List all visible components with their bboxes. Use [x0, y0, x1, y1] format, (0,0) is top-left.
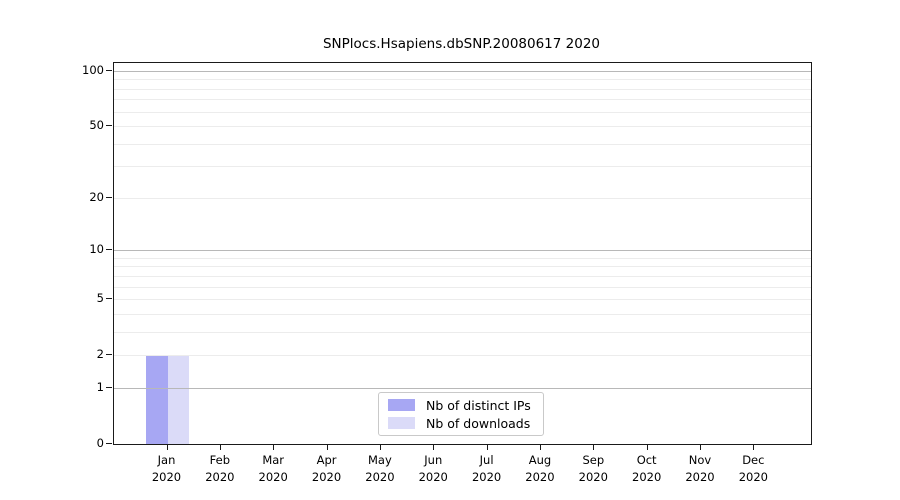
gridline-minor: [114, 275, 811, 277]
x-tick: [646, 444, 648, 450]
gridline-major: [114, 250, 811, 252]
gridline-major: [114, 71, 811, 72]
x-tick-label-may: May 2020: [365, 453, 395, 484]
gridline-minor: [114, 166, 811, 168]
x-tick: [700, 444, 701, 450]
x-tick-label-jan: Jan 2020: [151, 453, 182, 484]
x-tick: [486, 444, 488, 450]
gridlines-layer: [114, 63, 811, 444]
x-tick-label-jun: Jun 2020: [418, 453, 448, 484]
y-tick: [106, 125, 112, 127]
y-tick-label: 5: [96, 291, 104, 306]
x-tick-label-apr: Apr 2020: [311, 453, 342, 484]
x-tick: [433, 444, 435, 450]
gridline-minor: [114, 79, 811, 81]
legend-swatch-distinct-ips-icon: [388, 399, 415, 411]
legend-row-distinct-ips: Nb of distinct IPs: [388, 397, 534, 413]
legend-row-downloads: Nb of downloads: [388, 415, 534, 431]
x-tick: [593, 444, 595, 450]
y-tick-label: 2: [96, 347, 104, 362]
bars-layer: [114, 63, 811, 444]
x-tick-label-mar: Mar 2020: [258, 453, 288, 484]
gridline-minor: [114, 355, 811, 357]
y-tick: [106, 386, 112, 388]
x-tick-label-nov: Nov 2020: [685, 453, 715, 484]
bar-distinct-ips-jan: [146, 355, 168, 444]
gridline-minor: [114, 197, 811, 199]
gridline-minor: [114, 331, 811, 333]
x-tick: [539, 444, 541, 450]
bar-downloads-jan: [167, 355, 189, 444]
x-tick: [273, 444, 275, 450]
x-tick-label-feb: Feb 2020: [205, 453, 235, 484]
gridline-minor: [114, 266, 811, 268]
gridline-major: [114, 387, 811, 389]
y-tick-label: 1: [96, 379, 104, 394]
y-tick-label: 10: [89, 242, 104, 257]
x-tick-label-oct: Oct 2020: [632, 453, 662, 484]
x-tick-label-sep: Sep 2020: [578, 453, 608, 484]
x-tick-label-dec: Dec 2020: [738, 453, 768, 484]
y-tick: [106, 354, 112, 356]
plot-area: [113, 62, 812, 445]
gridline-minor: [114, 286, 811, 288]
y-tick: [106, 196, 112, 198]
legend: Nb of distinct IPs Nb of downloads: [378, 392, 544, 436]
x-tick: [326, 444, 328, 450]
y-tick-label: 20: [89, 189, 104, 204]
x-tick: [753, 444, 755, 450]
gridline-minor: [114, 88, 811, 90]
y-tick: [106, 70, 112, 71]
y-tick-label: 0: [96, 436, 104, 450]
gridline-minor: [114, 299, 811, 301]
legend-swatch-downloads-icon: [388, 417, 415, 429]
y-tick: [106, 298, 112, 300]
x-tick-label-jul: Jul 2020: [471, 453, 502, 484]
gridline-minor: [114, 313, 811, 315]
x-tick-label-aug: Aug 2020: [525, 453, 555, 484]
gridline-minor: [114, 99, 811, 101]
legend-label-downloads: Nb of downloads: [426, 415, 531, 431]
chart-title: SNPlocs.Hsapiens.dbSNP.20080617 2020: [322, 36, 601, 52]
y-tick: [106, 443, 112, 444]
x-tick: [166, 444, 168, 450]
x-tick: [219, 444, 221, 450]
gridline-minor: [114, 143, 811, 145]
gridline-minor: [114, 126, 811, 128]
x-tick: [379, 444, 381, 450]
gridline-minor: [114, 257, 811, 259]
y-tick-label: 50: [89, 118, 104, 133]
legend-label-distinct-ips: Nb of distinct IPs: [426, 397, 531, 413]
gridline-minor: [114, 111, 811, 113]
y-tick-label: 100: [82, 63, 104, 77]
y-tick: [106, 249, 112, 251]
